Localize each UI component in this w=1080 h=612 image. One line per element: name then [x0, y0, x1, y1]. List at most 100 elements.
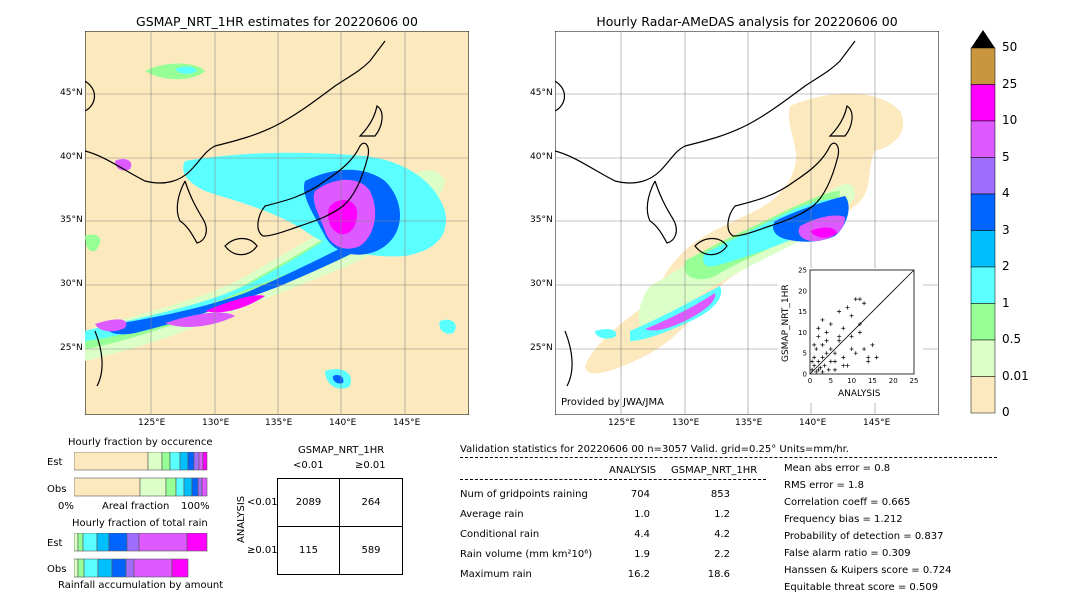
total-rain-title: Hourly fraction of total rain: [72, 518, 208, 529]
scatter-point: [824, 330, 829, 335]
colorbar-segment: [970, 157, 996, 195]
scatter-plot: 00 5 5 10 10 15 15 20 20 25 25: [798, 267, 919, 386]
lat-label: 25°N: [530, 343, 553, 353]
contingency-col-label: ≥0.01: [355, 460, 386, 471]
colorbar: [970, 30, 996, 414]
colorbar-segment: [970, 339, 996, 377]
scatter-point: [820, 317, 825, 322]
lon-label: 125°E: [608, 418, 636, 428]
score-line: Correlation coeff = 0.665: [784, 497, 911, 508]
validation-col-divider: [460, 479, 766, 480]
contingency-row-label: <0.01: [247, 497, 278, 508]
colorbar-label: 25: [1002, 76, 1018, 91]
score-line: RMS error = 1.8: [784, 480, 864, 491]
colorbar-label: 3: [1002, 222, 1010, 237]
scatter-point: [816, 367, 821, 372]
lon-label: 135°E: [265, 418, 293, 428]
contingency-cell: 2089: [295, 497, 322, 508]
scatter-point: [814, 347, 819, 352]
scatter-point: [874, 355, 879, 360]
validation-row-gsmap: 2.2: [714, 549, 730, 560]
scatter-point: [816, 334, 821, 339]
scatter-point: [816, 326, 821, 331]
colorbar-label: 0.01: [1002, 368, 1029, 383]
scatter-point: [862, 347, 867, 352]
contingency-row-axis: ANALYSIS: [236, 495, 247, 543]
validation-row-gsmap: 853: [710, 489, 730, 500]
validation-row-name: Average rain: [460, 509, 524, 520]
scatter-point: [832, 367, 837, 372]
scatter-point: [826, 367, 831, 372]
lon-label: 145°E: [863, 418, 891, 428]
scatter-point: [866, 355, 871, 360]
right-map-title: Hourly Radar-AMeDAS analysis for 2022060…: [596, 14, 898, 29]
score-line: False alarm ratio = 0.309: [784, 548, 911, 559]
scatter-point: [849, 334, 854, 339]
occurrence-est-label: Est: [47, 457, 63, 468]
validation-row-gsmap: 4.2: [714, 529, 730, 540]
data-credit: Provided by JWA/JMA: [561, 397, 664, 408]
validation-header: Validation statistics for 20220606 00 n=…: [460, 444, 849, 455]
colorbar-label: 4: [1002, 186, 1010, 200]
lat-label: 45°N: [530, 88, 553, 98]
scatter-point: [820, 342, 825, 347]
total-rain-footer: Rainfall accumulation by amount: [58, 580, 224, 591]
scatter-point: [816, 359, 821, 364]
scatter-point: [810, 359, 815, 364]
score-line: Equitable threat score = 0.509: [784, 582, 939, 593]
scatter-y-tick: 10: [798, 329, 807, 337]
colorbar-segment: [970, 84, 996, 122]
scatter-point: [849, 313, 854, 318]
scatter-point: [832, 359, 837, 364]
validation-row-analysis: 1.0: [634, 509, 650, 520]
contingency-row-label: ≥0.01: [247, 545, 278, 556]
scatter-point: [812, 355, 817, 360]
validation-row-analysis: 704: [630, 489, 650, 500]
total-rain-obs-label: Obs: [47, 564, 67, 575]
scatter-x-tick: 20: [889, 377, 898, 385]
validation-row-name: Maximum rain: [460, 569, 532, 580]
validation-divider: [460, 457, 997, 458]
scatter-point: [828, 359, 833, 364]
lat-label: 25°N: [60, 343, 83, 353]
validation-row-analysis: 16.2: [627, 569, 650, 580]
colorbar-segments: [970, 47, 996, 414]
score-line: Hanssen & Kuipers score = 0.724: [784, 565, 952, 576]
contingency-title: GSMAP_NRT_1HR: [298, 445, 385, 456]
scatter-point: [845, 305, 850, 310]
scatter-y-tick: 20: [798, 287, 807, 295]
colorbar-segment: [970, 376, 996, 414]
scatter-point: [820, 355, 825, 360]
scatter-point: [870, 342, 875, 347]
scatter-x-tick: 25: [910, 377, 919, 385]
colorbar-segment: [970, 120, 996, 158]
scatter-x-tick: 10: [847, 377, 856, 385]
right-map-coastline: [555, 40, 856, 387]
left-map-title: GSMAP_NRT_1HR estimates for 20220606 00: [136, 14, 418, 29]
scatter-y-tick: 15: [798, 308, 807, 316]
colorbar-label: 0: [1002, 405, 1010, 419]
scatter-point: [866, 359, 871, 364]
scatter-point: [837, 334, 842, 339]
colorbar-label: 1: [1002, 295, 1010, 310]
occurrence-axis-right: 100%: [181, 501, 210, 512]
scatter-point: [853, 297, 858, 302]
scatter-point: [837, 338, 842, 343]
scatter-point: [857, 297, 862, 302]
left-rain-field: [85, 63, 456, 389]
scatter-x-tick: 0: [808, 377, 812, 385]
scatter-points: [810, 297, 879, 374]
colorbar-segment: [970, 230, 996, 268]
colorbar-label: 2: [1002, 259, 1010, 273]
scatter-y-tick: 0: [803, 371, 807, 379]
scatter-x-tick: 5: [829, 377, 833, 385]
scatter-point: [822, 363, 827, 368]
colorbar-extend-arrow: [971, 30, 995, 48]
contingency-cell: 589: [361, 545, 381, 556]
scatter-y-tick: 25: [798, 267, 807, 275]
lat-label: 35°N: [530, 215, 553, 225]
contingency-cell: 264: [361, 497, 381, 508]
scatter-point: [832, 351, 837, 356]
colorbar-segment: [970, 266, 996, 304]
total-rain-est-label: Est: [47, 538, 63, 549]
